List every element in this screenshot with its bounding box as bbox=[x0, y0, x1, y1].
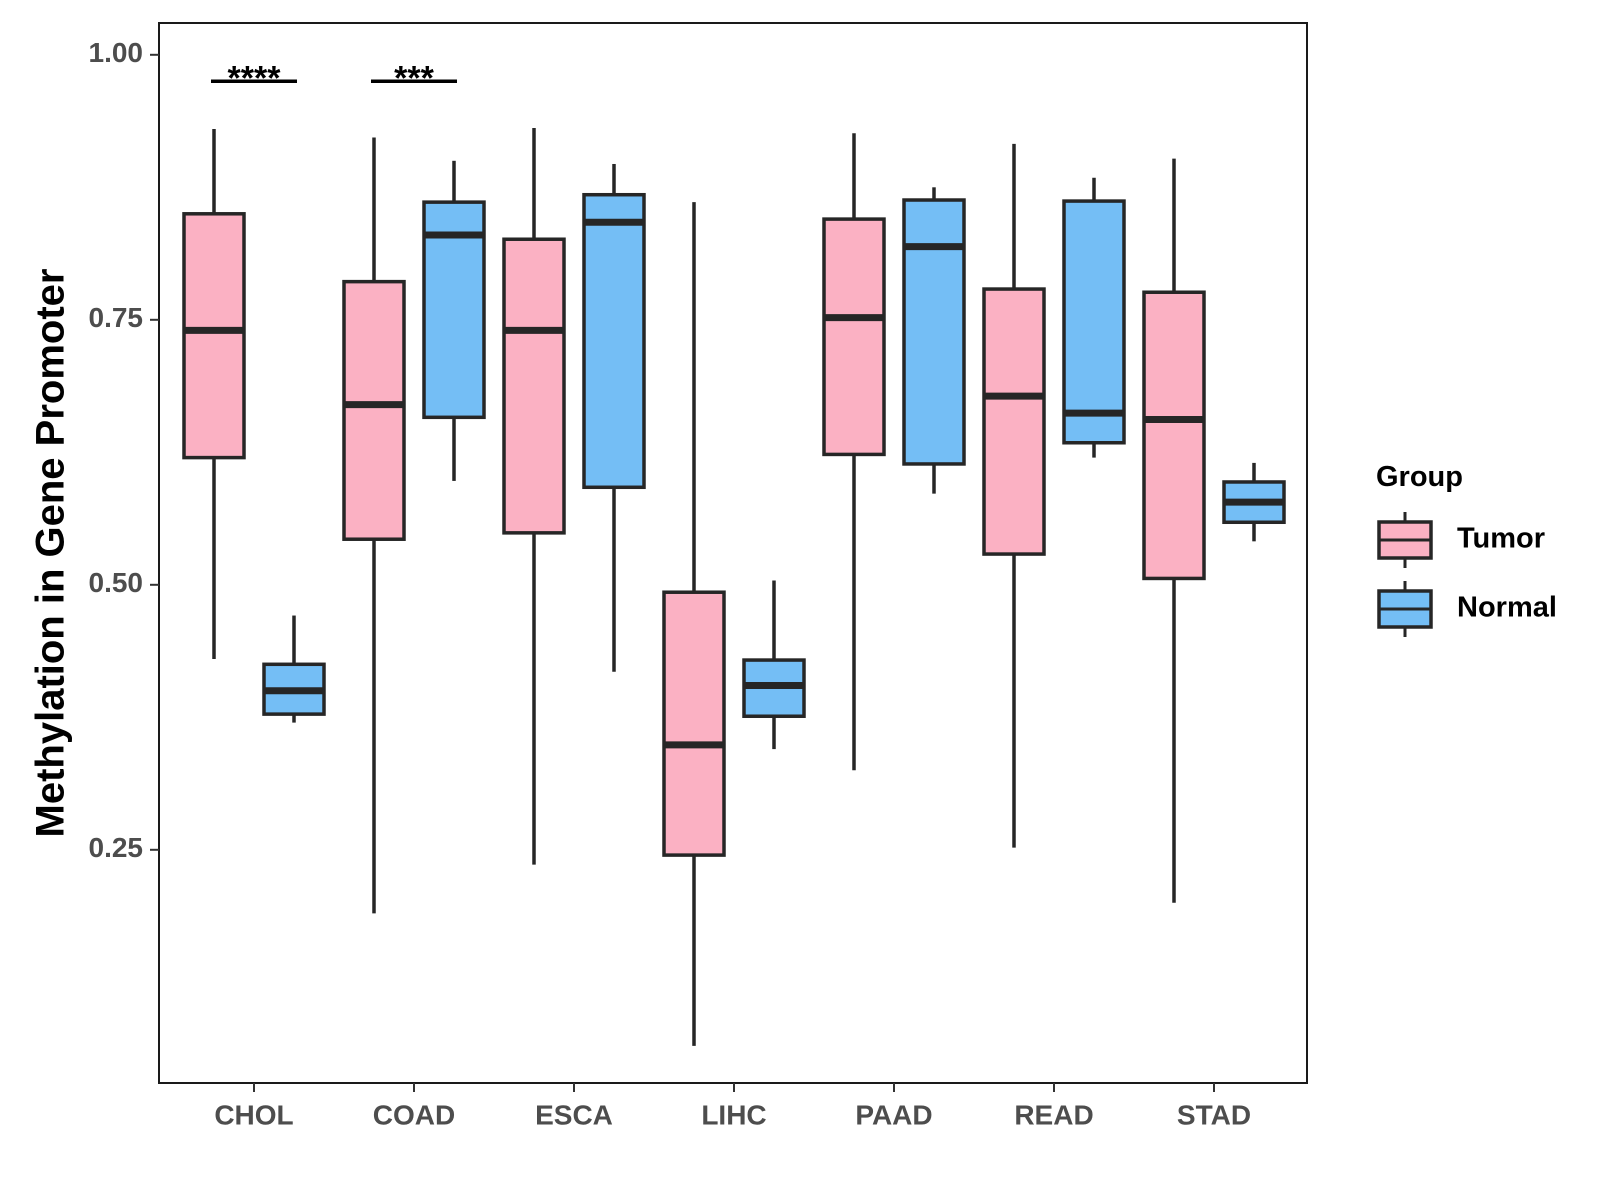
panel-border bbox=[158, 22, 1308, 1084]
box-lihc-tumor bbox=[662, 202, 726, 1046]
legend-title: Group bbox=[1376, 461, 1463, 493]
box-lihc-normal bbox=[742, 580, 806, 750]
legend-label: Normal bbox=[1457, 592, 1557, 624]
box-paad-tumor-iqr bbox=[822, 217, 886, 457]
significance-annotations: **** *** bbox=[211, 59, 457, 97]
box-coad-tumor-iqr bbox=[342, 279, 406, 541]
box-stad-tumor-iqr bbox=[1142, 290, 1206, 581]
x-tick-label: STAD bbox=[1177, 1099, 1251, 1130]
box-read-tumor-iqr bbox=[982, 287, 1046, 556]
x-axis: CHOL COAD ESCA LIHC PAAD READ STAD bbox=[214, 1083, 1251, 1130]
legend-items: Tumor Normal bbox=[1377, 512, 1557, 637]
x-tick-label: PAAD bbox=[855, 1099, 932, 1130]
y-tick-label: 1.00 bbox=[89, 37, 144, 68]
box-coad-normal bbox=[422, 160, 486, 481]
box-chol-normal bbox=[262, 615, 326, 723]
box-esca-normal-iqr bbox=[582, 192, 646, 490]
box-esca-normal bbox=[582, 163, 646, 672]
legend-item-tumor: Tumor bbox=[1377, 512, 1545, 568]
box-chol-tumor-iqr bbox=[182, 212, 246, 460]
legend-label: Tumor bbox=[1457, 523, 1545, 555]
legend-item-normal: Normal bbox=[1377, 581, 1557, 637]
box-esca-tumor-iqr bbox=[502, 237, 566, 535]
box-chol-tumor bbox=[182, 129, 246, 659]
significance-label: *** bbox=[394, 59, 434, 97]
box-read-normal bbox=[1062, 177, 1126, 458]
box-lihc-tumor-iqr bbox=[662, 590, 726, 857]
box-paad-tumor bbox=[822, 133, 886, 771]
legend: Group Tumor Normal bbox=[1376, 461, 1557, 637]
y-tick-label: 0.50 bbox=[89, 567, 144, 598]
x-tick-label: LIHC bbox=[701, 1099, 766, 1130]
box-paad-normal-iqr bbox=[902, 198, 966, 466]
box-paad-normal bbox=[902, 187, 966, 494]
y-axis-title: Methylation in Gene Promoter bbox=[29, 269, 73, 838]
box-stad-normal bbox=[1222, 462, 1286, 542]
significance-label: **** bbox=[228, 59, 282, 97]
box-read-tumor bbox=[982, 143, 1046, 848]
box-coad-tumor bbox=[342, 137, 406, 914]
y-tick-label: 0.25 bbox=[89, 832, 144, 863]
box-esca-tumor bbox=[502, 127, 566, 865]
box-read-normal-iqr bbox=[1062, 199, 1126, 445]
box-stad-tumor bbox=[1142, 158, 1206, 903]
x-tick-label: COAD bbox=[373, 1099, 455, 1130]
boxes-layer bbox=[182, 127, 1286, 1046]
x-tick-label: READ bbox=[1014, 1099, 1093, 1130]
y-tick-label: 0.75 bbox=[89, 302, 144, 333]
x-tick-label: CHOL bbox=[214, 1099, 293, 1130]
y-axis: 0.25 0.50 0.75 1.00 bbox=[89, 37, 159, 863]
x-tick-label: ESCA bbox=[535, 1099, 613, 1130]
